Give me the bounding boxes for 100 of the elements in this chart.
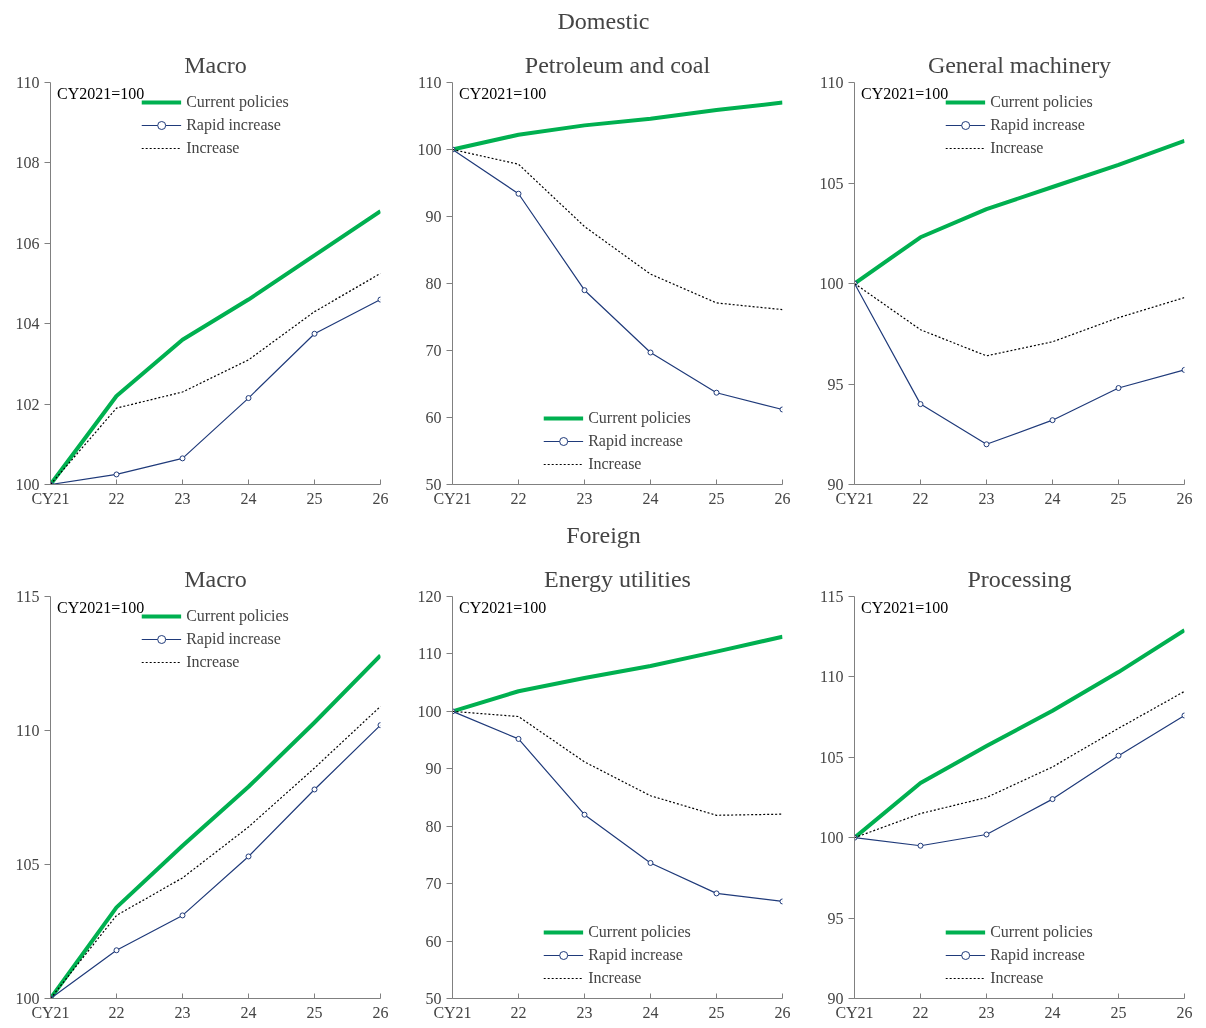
point bbox=[983, 441, 990, 448]
point bbox=[311, 330, 318, 337]
point bbox=[1049, 417, 1056, 424]
point bbox=[713, 389, 720, 396]
y-tick-label: 70 bbox=[425, 342, 442, 359]
point bbox=[179, 455, 186, 462]
point bbox=[245, 853, 252, 860]
x-tick-label: 23 bbox=[978, 489, 995, 507]
y-tick-label: 120 bbox=[417, 588, 442, 605]
legend-label: Current policies bbox=[186, 607, 289, 625]
point bbox=[647, 349, 654, 356]
x-tick-label: 26 bbox=[1176, 489, 1193, 507]
y-tick-label: 95 bbox=[827, 909, 844, 927]
point bbox=[647, 859, 654, 866]
legend-label: Increase bbox=[186, 653, 240, 671]
y-tick-label: 115 bbox=[820, 588, 844, 605]
line-series bbox=[854, 138, 1185, 286]
x-tick-label: 22 bbox=[510, 489, 527, 507]
legend-label: Current policies bbox=[186, 93, 289, 111]
annotation: CY2021=100 bbox=[861, 598, 949, 616]
x-tick-label: 23 bbox=[576, 1003, 593, 1021]
y-tick-label: 95 bbox=[827, 375, 844, 393]
y-tick-label: 102 bbox=[15, 395, 40, 413]
y-tick-label: 115 bbox=[16, 588, 40, 605]
x-tick-label: 24 bbox=[240, 1003, 257, 1021]
point bbox=[515, 190, 522, 197]
legend-label: Rapid increase bbox=[186, 630, 281, 648]
legend-label: Rapid increase bbox=[588, 946, 683, 964]
x-tick-label: 26 bbox=[774, 1003, 791, 1021]
x-tick-label: 25 bbox=[1110, 1003, 1127, 1021]
x-tick-label: 23 bbox=[174, 489, 191, 507]
point bbox=[581, 811, 588, 818]
line-series bbox=[452, 100, 783, 152]
x-tick-label: 26 bbox=[372, 1003, 389, 1021]
y-tick-label: 106 bbox=[15, 234, 40, 252]
x-tick-label: 24 bbox=[1044, 1003, 1061, 1021]
legend-label: Rapid increase bbox=[990, 116, 1085, 134]
y-tick-label: 80 bbox=[425, 275, 442, 292]
y-tick-label: 105 bbox=[15, 856, 40, 873]
point bbox=[983, 831, 990, 838]
point bbox=[113, 947, 120, 954]
chart-title: Processing bbox=[967, 565, 1072, 592]
point bbox=[1115, 752, 1122, 759]
line-series bbox=[854, 628, 1185, 840]
y-tick-label: 105 bbox=[819, 748, 844, 766]
y-tick-label: 110 bbox=[820, 668, 844, 686]
x-tick-label: 26 bbox=[372, 489, 389, 507]
point bbox=[917, 401, 924, 408]
legend-label: Increase bbox=[588, 455, 642, 473]
line-series bbox=[854, 690, 1185, 839]
chart-title: Macro bbox=[184, 565, 247, 592]
point bbox=[713, 890, 720, 897]
y-tick-label: 110 bbox=[418, 645, 442, 663]
text: Domestic bbox=[557, 7, 650, 34]
point bbox=[1115, 385, 1122, 392]
annotation: CY2021=100 bbox=[57, 598, 145, 616]
legend-label: Rapid increase bbox=[588, 432, 683, 450]
x-tick-label: 25 bbox=[306, 489, 323, 507]
y-tick-label: 110 bbox=[16, 722, 40, 739]
point bbox=[515, 735, 522, 742]
point bbox=[245, 395, 252, 402]
x-tick-label: 25 bbox=[306, 1003, 323, 1021]
y-tick-label: 104 bbox=[15, 315, 40, 333]
x-tick-label: 23 bbox=[978, 1003, 995, 1021]
line-series bbox=[854, 282, 1185, 357]
chart-title: General machinery bbox=[927, 51, 1112, 78]
legend-label: Increase bbox=[588, 969, 642, 987]
y-tick-label: 60 bbox=[425, 932, 442, 950]
y-tick-label: 60 bbox=[425, 409, 442, 426]
y-tick-label: 90 bbox=[425, 208, 442, 225]
line-series bbox=[452, 148, 783, 311]
legend-label: Increase bbox=[186, 139, 240, 157]
y-tick-label: 110 bbox=[16, 74, 40, 91]
annotation: CY2021=100 bbox=[57, 84, 145, 102]
legend-label: Rapid increase bbox=[990, 946, 1085, 964]
point bbox=[581, 287, 588, 294]
y-tick-label: 100 bbox=[417, 702, 442, 720]
y-tick-label: 80 bbox=[425, 817, 442, 835]
x-tick-label: 26 bbox=[1176, 1003, 1193, 1021]
point bbox=[1049, 796, 1056, 803]
x-tick-label: 22 bbox=[108, 489, 125, 507]
y-tick-label: 105 bbox=[819, 174, 844, 192]
line-series bbox=[452, 634, 783, 714]
y-tick-label: 108 bbox=[15, 154, 40, 172]
x-tick-label: 24 bbox=[240, 489, 257, 507]
chart-title: Petroleum and coal bbox=[524, 51, 711, 78]
annotation: CY2021=100 bbox=[459, 84, 547, 102]
x-tick-label: 23 bbox=[576, 489, 593, 507]
x-tick-label: 25 bbox=[708, 1003, 725, 1021]
x-tick-label: 22 bbox=[912, 1003, 929, 1021]
legend-label: Current policies bbox=[588, 923, 691, 941]
x-tick-label: 25 bbox=[1110, 489, 1127, 507]
point bbox=[179, 912, 186, 919]
chart-title: Energy utilities bbox=[544, 565, 691, 592]
point bbox=[917, 842, 924, 849]
line-series bbox=[452, 710, 783, 816]
legend-label: Rapid increase bbox=[186, 116, 281, 134]
x-tick-label: 24 bbox=[1044, 489, 1061, 507]
x-tick-label: 22 bbox=[108, 1003, 125, 1021]
x-tick-label: 22 bbox=[510, 1003, 527, 1021]
